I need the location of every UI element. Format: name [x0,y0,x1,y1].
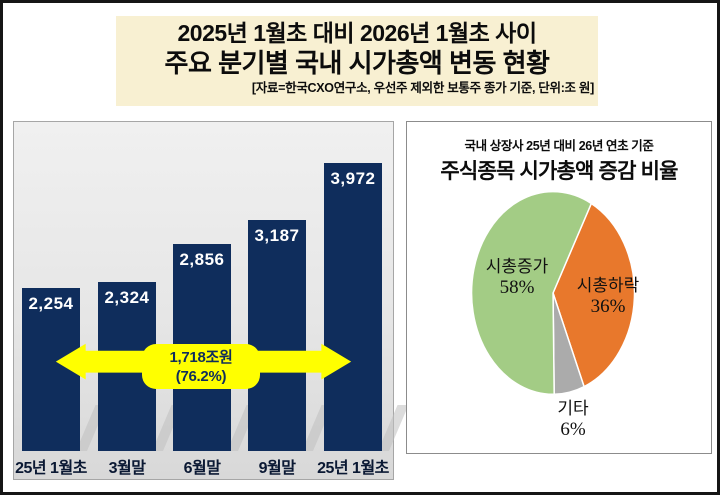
pie-label-etc: 기타 6% [557,398,588,440]
bar-category-label: 9월말 [258,460,296,477]
bars-layer: 2,254 25년 1월초 2,324 3월말 2,856 6월말 3,187 9월말 3,97… [14,122,409,479]
pie-label-decrease-name: 시총하락 [576,276,640,295]
bar-category-label: 25년 1월초 [15,460,87,477]
pie-subtitle: 국내 상장사 25년 대비 26년 연초 기준 [464,139,654,153]
bar: 3,187 [248,220,306,451]
bar-value-label: 2,254 [28,294,74,313]
bar-category-label: 6월말 [183,460,221,477]
annotation-badge: 1,718조원 (76.2%) [142,344,260,389]
pie-label-etc-pct: 6% [560,419,586,440]
main-title-line-1: 2025년 1월초 대비 2026년 1월초 사이 [177,20,537,46]
pie-label-increase: 시총증가 58% [486,256,549,298]
pie-slice-increase [470,190,593,396]
bar-value-label: 2,856 [179,250,225,269]
header-card: 2025년 1월초 대비 2026년 1월초 사이 주요 분기별 국내 시가총액… [116,16,598,106]
source-note: [자료=한국CXO연구소, 우선주 제외한 보통주 종가 기준, 단위:조 원] [251,81,594,95]
bar-chart-panel: 2,254 25년 1월초 2,324 3월말 2,856 6월말 3,187 9월말 3,97… [13,121,409,480]
bar-fill [324,163,382,451]
bar-category-label: 25년 1월초 [317,460,389,477]
pie-label-etc-name: 기타 [557,399,589,418]
pie-chart-panel: 국내 상장사 25년 대비 26년 연초 기준 주식종목 시가총액 증감 비율 … [406,121,712,454]
range-arrow-graphic [55,343,352,380]
bar-value-label: 3,187 [254,226,300,245]
main-title-line-2: 주요 분기별 국내 시가총액 변동 현황 [164,48,550,78]
pie-svg [470,190,636,396]
pie-label-increase-name: 시총증가 [485,257,549,276]
pie-label-decrease-pct: 36% [590,296,626,317]
bar: 3,972 [324,163,382,451]
annotation-value: 1,718조원 [169,348,233,366]
pie-title: 주식종목 시가총액 증감 비율 [440,160,678,183]
bar-category-label: 3월말 [108,460,146,477]
pie-label-increase-pct: 58% [499,277,535,298]
pie-slice-decrease [552,202,636,388]
bar-value-label: 2,324 [104,288,150,307]
bar-value-label: 3,972 [330,169,376,188]
pie-label-decrease: 시총하락 36% [577,275,640,317]
bar-fill [248,220,306,451]
annotation-percent: (76.2%) [175,367,227,385]
